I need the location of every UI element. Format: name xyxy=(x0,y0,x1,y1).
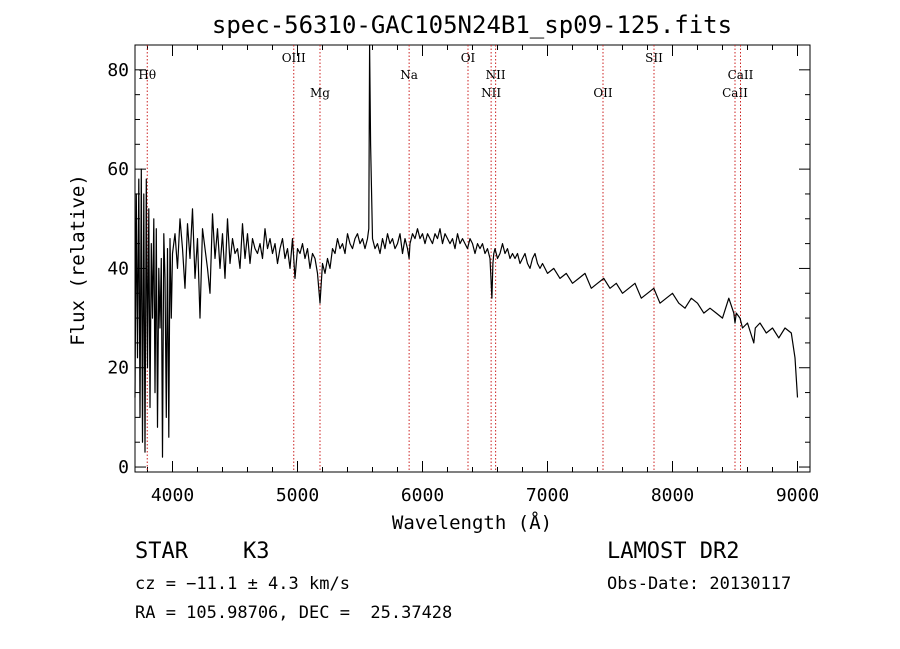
survey-name: LAMOST DR2 xyxy=(607,539,740,564)
line-marker-label: NII xyxy=(486,68,506,82)
y-axis-label: Flux (relative) xyxy=(67,174,89,346)
line-marker-label: OII xyxy=(593,86,613,100)
line-marker-label: OIII xyxy=(282,51,306,65)
plot-frame xyxy=(134,44,811,473)
x-tick-label: 6000 xyxy=(401,485,444,506)
line-marker-label: CaII xyxy=(722,86,748,100)
x-tick-label: 9000 xyxy=(776,485,819,506)
spectral-subclass: K3 xyxy=(243,539,270,564)
object-type: STAR xyxy=(135,539,188,564)
x-tick-label: 7000 xyxy=(526,485,569,506)
observation-date: Obs-Date: 20130117 xyxy=(607,574,792,594)
y-tick-label: 60 xyxy=(107,159,129,180)
line-marker-label: NII xyxy=(481,86,501,100)
x-axis-label: Wavelength (Å) xyxy=(392,511,552,534)
coordinates: RA = 105.98706, DEC = 25.37428 xyxy=(135,603,453,623)
x-tick-label: 4000 xyxy=(151,485,194,506)
chart-title: spec-56310-GAC105N24B1_sp09-125.fits xyxy=(212,11,732,39)
y-tick-label: 0 xyxy=(118,457,129,478)
spectrum-line xyxy=(134,44,799,458)
y-tick-label: 20 xyxy=(107,358,129,379)
y-tick-label: 80 xyxy=(107,60,129,81)
line-marker-label: Hθ xyxy=(138,68,156,82)
spectrum-line-group xyxy=(134,44,799,458)
line-marker-label: CaII xyxy=(728,68,754,82)
x-tick-label: 8000 xyxy=(651,485,694,506)
line-marker-label: Mg xyxy=(310,86,330,100)
line-marker-label: SII xyxy=(645,51,663,65)
x-tick-label: 5000 xyxy=(276,485,319,506)
redshift-info: cz = −11.1 ± 4.3 km/s xyxy=(135,574,350,594)
line-marker-label: OI xyxy=(461,51,476,65)
line-marker-label: Na xyxy=(400,68,418,82)
y-tick-label: 40 xyxy=(107,258,129,279)
axes: 4000 5000 6000 7000 8000 9000 0 20 40 60 80 xyxy=(107,44,819,506)
